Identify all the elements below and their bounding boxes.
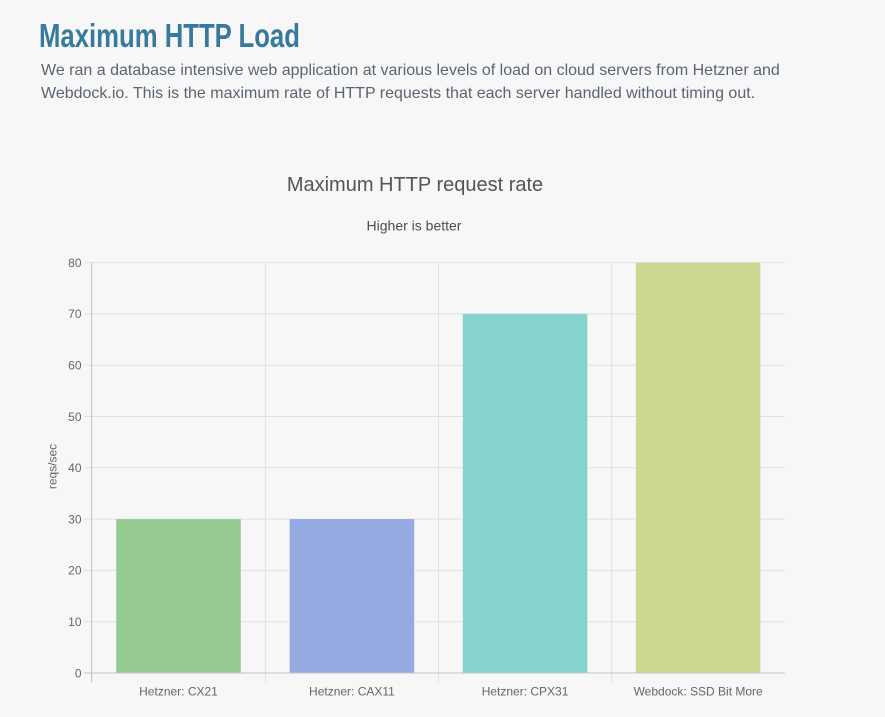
svg-text:20: 20 bbox=[68, 564, 82, 578]
svg-text:reqs/sec: reqs/sec bbox=[45, 444, 59, 489]
svg-text:Maximum HTTP request rate: Maximum HTTP request rate bbox=[287, 174, 543, 196]
svg-text:30: 30 bbox=[68, 512, 82, 526]
svg-text:Higher is better: Higher is better bbox=[367, 217, 462, 233]
svg-text:Hetzner: CPX31: Hetzner: CPX31 bbox=[482, 685, 569, 699]
svg-text:Webdock: SSD Bit More: Webdock: SSD Bit More bbox=[634, 685, 763, 699]
svg-text:10: 10 bbox=[68, 615, 82, 629]
svg-text:Hetzner: CAX11: Hetzner: CAX11 bbox=[309, 685, 395, 699]
svg-text:80: 80 bbox=[68, 256, 82, 270]
svg-text:60: 60 bbox=[68, 359, 82, 373]
svg-text:40: 40 bbox=[68, 461, 82, 475]
svg-text:Hetzner: CX21: Hetzner: CX21 bbox=[139, 685, 218, 699]
svg-text:0: 0 bbox=[75, 666, 82, 680]
svg-text:50: 50 bbox=[68, 410, 82, 424]
svg-text:70: 70 bbox=[68, 307, 82, 321]
